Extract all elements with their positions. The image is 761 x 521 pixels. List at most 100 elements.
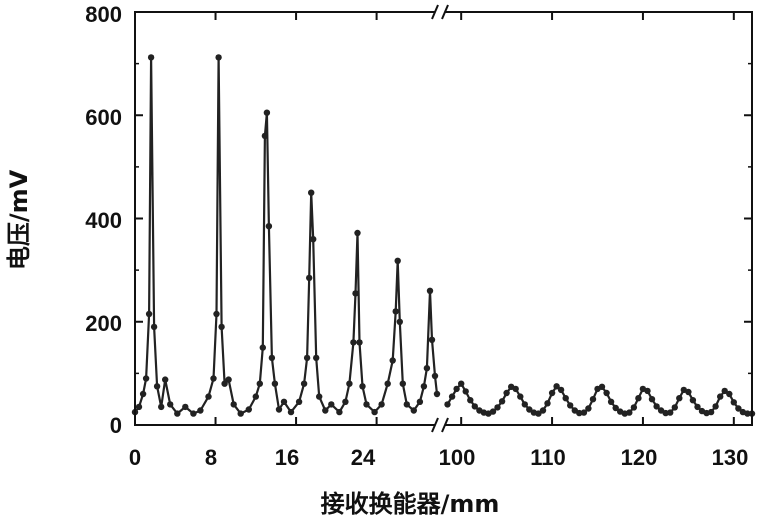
data-point <box>394 257 401 264</box>
data-point <box>689 397 697 404</box>
data-point <box>671 404 678 411</box>
data-point <box>410 407 417 414</box>
data-point <box>150 323 158 331</box>
data-point <box>707 408 715 416</box>
data-point <box>467 397 474 404</box>
series-layer <box>131 54 756 417</box>
data-point <box>174 410 181 417</box>
data-point <box>676 395 683 402</box>
data-point <box>310 236 317 243</box>
data-point <box>603 389 610 397</box>
data-point <box>589 396 597 403</box>
data-point <box>521 401 528 408</box>
data-point <box>303 354 311 362</box>
data-point <box>453 385 460 393</box>
data-point <box>225 376 232 383</box>
data-point <box>153 383 161 390</box>
axis-break-mark <box>441 4 449 20</box>
data-point <box>356 339 363 346</box>
data-point <box>142 375 150 382</box>
data-point <box>328 401 335 408</box>
y-tick-label: 400 <box>85 208 122 233</box>
data-point <box>444 401 451 408</box>
data-point <box>313 354 320 362</box>
data-point <box>316 393 323 400</box>
data-point <box>252 393 259 400</box>
data-point <box>517 393 524 400</box>
x-tick-label: 120 <box>621 445 658 470</box>
data-point <box>139 390 147 398</box>
data-point <box>712 403 719 410</box>
data-point <box>342 398 349 405</box>
data-point <box>162 376 169 383</box>
data-point <box>308 189 315 196</box>
data-point <box>428 336 436 343</box>
axis-break-mark <box>431 417 439 433</box>
x-axis-title: 接收换能器/mm <box>321 490 500 518</box>
data-point <box>489 408 497 415</box>
data-point <box>721 387 728 395</box>
data-point <box>190 410 197 417</box>
data-point <box>735 405 742 412</box>
x-tick-label: 16 <box>275 445 299 470</box>
data-point <box>448 393 456 400</box>
data-point <box>399 380 406 387</box>
data-point <box>644 387 651 395</box>
data-point <box>287 408 295 416</box>
data-point <box>280 398 288 405</box>
x-tick-label: 100 <box>439 445 476 470</box>
data-point <box>352 290 359 297</box>
data-point <box>197 407 204 414</box>
data-point <box>626 409 633 416</box>
data-point <box>648 396 656 403</box>
data-point <box>359 383 366 390</box>
y-axis-title: 电压/mV <box>5 169 33 270</box>
data-point <box>245 406 252 413</box>
data-point <box>512 385 519 393</box>
data-point <box>378 401 385 408</box>
data-point <box>371 408 378 416</box>
data-point <box>694 403 701 411</box>
data-point <box>158 403 165 411</box>
data-point <box>494 404 501 411</box>
x-tick-label: 130 <box>712 445 749 470</box>
data-point <box>350 339 357 346</box>
data-point <box>306 274 313 282</box>
data-point <box>265 223 273 230</box>
data-point <box>726 390 733 398</box>
data-point <box>295 398 303 405</box>
data-point <box>354 229 361 237</box>
data-point <box>423 365 431 372</box>
data-point <box>145 310 153 318</box>
x-tick-label: 8 <box>205 445 217 470</box>
data-point <box>585 405 592 412</box>
data-point <box>271 380 279 387</box>
data-point <box>717 393 724 400</box>
data-point <box>230 401 237 408</box>
y-tick-label: 200 <box>85 311 122 336</box>
data-point <box>462 388 469 395</box>
data-point <box>471 403 478 410</box>
data-point <box>221 380 228 387</box>
data-point <box>598 383 606 390</box>
data-point <box>433 390 441 398</box>
data-point <box>300 380 308 387</box>
data-point <box>580 409 588 416</box>
data-point <box>218 323 225 331</box>
data-point <box>215 54 222 61</box>
data-point <box>322 407 329 414</box>
axis-break-mark <box>431 4 439 20</box>
data-point <box>667 409 674 416</box>
data-point <box>607 398 615 405</box>
data-point <box>135 403 143 411</box>
data-point <box>237 410 244 417</box>
data-point <box>363 401 370 408</box>
data-point <box>275 406 283 413</box>
data-point <box>346 380 353 387</box>
data-point <box>744 410 751 417</box>
data-point <box>213 310 220 318</box>
data-point <box>396 318 403 325</box>
data-point <box>730 399 737 406</box>
data-point <box>548 389 556 397</box>
